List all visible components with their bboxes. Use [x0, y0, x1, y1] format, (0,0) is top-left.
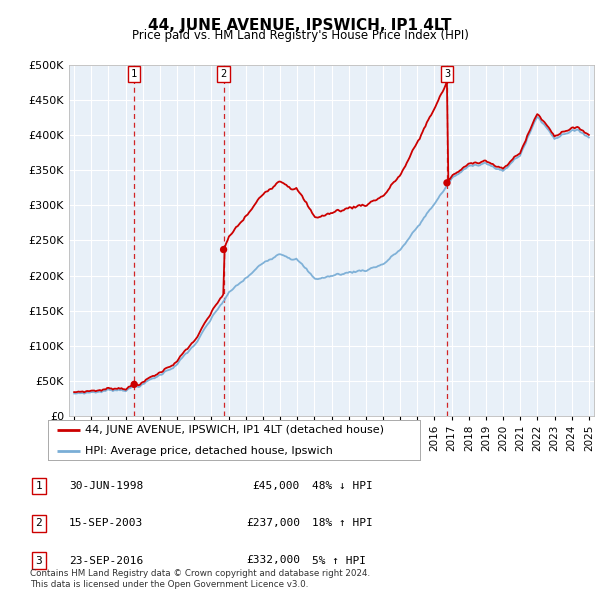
Text: Price paid vs. HM Land Registry's House Price Index (HPI): Price paid vs. HM Land Registry's House … — [131, 30, 469, 42]
Text: 15-SEP-2003: 15-SEP-2003 — [69, 519, 143, 528]
Point — [130, 379, 139, 389]
Text: £45,000: £45,000 — [253, 481, 300, 491]
Text: 5% ↑ HPI: 5% ↑ HPI — [312, 556, 366, 565]
Text: 48% ↓ HPI: 48% ↓ HPI — [312, 481, 373, 491]
Text: 44, JUNE AVENUE, IPSWICH, IP1 4LT (detached house): 44, JUNE AVENUE, IPSWICH, IP1 4LT (detac… — [85, 425, 384, 435]
Text: 1: 1 — [35, 481, 43, 491]
Text: £237,000: £237,000 — [246, 519, 300, 528]
Text: HPI: Average price, detached house, Ipswich: HPI: Average price, detached house, Ipsw… — [85, 445, 333, 455]
Text: 18% ↑ HPI: 18% ↑ HPI — [312, 519, 373, 528]
Point — [442, 178, 452, 188]
Text: 23-SEP-2016: 23-SEP-2016 — [69, 556, 143, 565]
Text: 30-JUN-1998: 30-JUN-1998 — [69, 481, 143, 491]
Text: 1: 1 — [131, 69, 137, 79]
Text: Contains HM Land Registry data © Crown copyright and database right 2024.
This d: Contains HM Land Registry data © Crown c… — [30, 569, 370, 589]
Text: £332,000: £332,000 — [246, 556, 300, 565]
Text: 3: 3 — [444, 69, 450, 79]
Text: 3: 3 — [35, 556, 43, 565]
Text: 44, JUNE AVENUE, IPSWICH, IP1 4LT: 44, JUNE AVENUE, IPSWICH, IP1 4LT — [148, 18, 452, 32]
Text: 2: 2 — [35, 519, 43, 528]
Text: 2: 2 — [220, 69, 227, 79]
Point — [219, 245, 229, 254]
